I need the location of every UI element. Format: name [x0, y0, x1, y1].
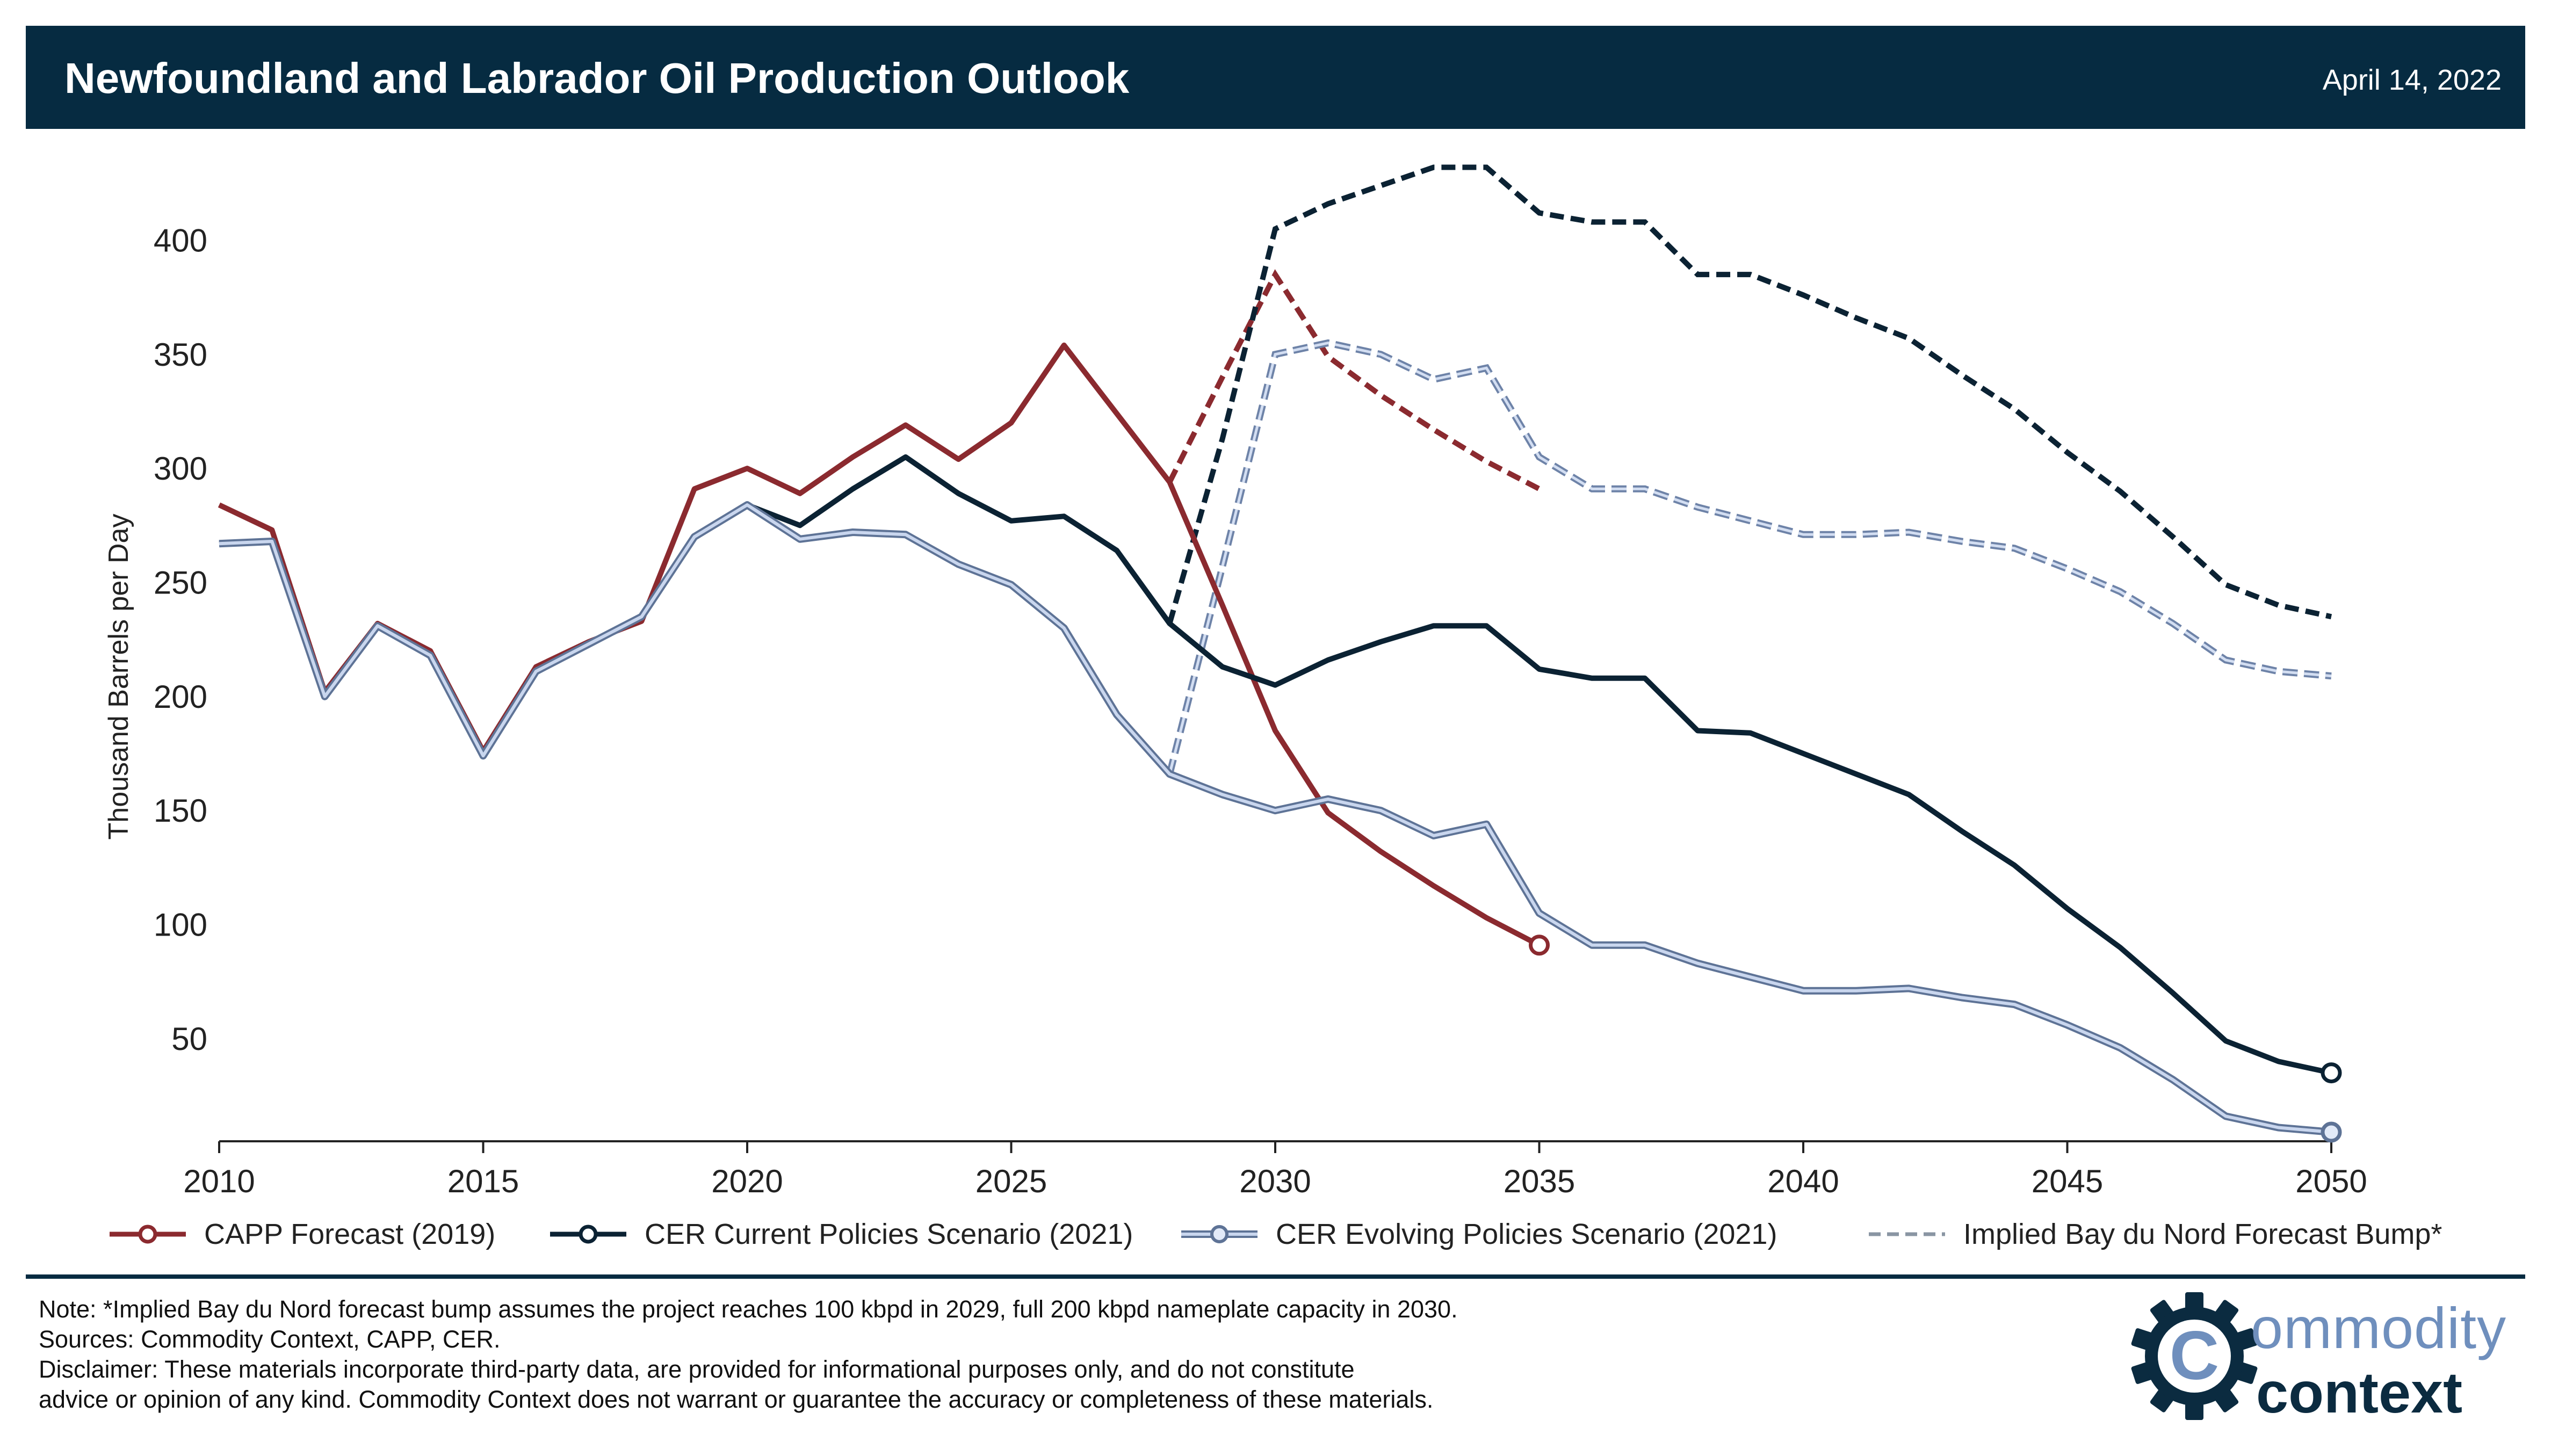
y-tick-label: 350	[154, 337, 207, 373]
legend-swatch	[1181, 1225, 1258, 1243]
x-tick-label: 2040	[1767, 1163, 1839, 1199]
y-tick-label: 100	[154, 907, 207, 943]
legend-swatch	[550, 1225, 626, 1244]
bay-du-nord-bump-lines	[1166, 164, 2332, 775]
series-end-marker-1	[2321, 1062, 2342, 1084]
bump-line-1	[1167, 164, 2332, 625]
series-lines	[218, 342, 2342, 1143]
logo-word-bottom: context	[2256, 1360, 2463, 1425]
x-tick-label: 2030	[1239, 1163, 1311, 1199]
footer-note: Note: *Implied Bay du Nord forecast bump…	[39, 1295, 1458, 1323]
legend-swatch-marker	[579, 1225, 598, 1244]
chart-header: Newfoundland and Labrador Oil Production…	[26, 26, 2525, 129]
bump-line-2-outline	[1166, 339, 2332, 775]
legend-label: Implied Bay du Nord Forecast Bump*	[1963, 1218, 2442, 1250]
gear-icon: C	[2131, 1292, 2258, 1420]
legend-item: CER Current Policies Scenario (2021)	[548, 1213, 1133, 1256]
footer-disclaimer-line-1: Disclaimer: These materials incorporate …	[39, 1356, 1355, 1383]
y-tick-label: 300	[154, 451, 207, 487]
footer-sources: Sources: Commodity Context, CAPP, CER.	[39, 1325, 501, 1353]
x-tick-label: 2045	[2032, 1163, 2103, 1199]
legend-swatch-marker	[138, 1225, 157, 1244]
bump-line-0	[1167, 269, 1541, 491]
y-tick-label: 250	[154, 564, 207, 600]
x-tick-label: 2010	[183, 1163, 255, 1199]
chart-footer: Note: *Implied Bay du Nord forecast bump…	[39, 1294, 2026, 1415]
legend-label: CER Current Policies Scenario (2021)	[645, 1218, 1133, 1250]
series-end-marker-2	[2321, 1121, 2342, 1143]
chart-date: April 14, 2022	[2322, 64, 2502, 96]
x-tick-label: 2015	[447, 1163, 519, 1199]
y-tick-label: 400	[154, 222, 207, 258]
y-tick-label: 200	[154, 679, 207, 715]
series-line-2-outline	[219, 501, 2332, 1136]
legend-label: CER Evolving Policies Scenario (2021)	[1276, 1218, 1777, 1250]
bump-line-2	[1168, 341, 2332, 774]
legend-swatch-marker	[1210, 1225, 1228, 1243]
commodity-context-logo: C ommodity context	[2122, 1284, 2509, 1439]
x-tick-label: 2050	[2295, 1163, 2367, 1199]
x-tick-label: 2025	[975, 1163, 1047, 1199]
footer-divider	[26, 1274, 2525, 1279]
y-tick-label: 50	[171, 1021, 207, 1057]
chart-axes: 2010 2015 2020 2025 2030 2035 2040 2045 2050 50 10…	[154, 222, 2367, 1199]
x-tick-label: 2020	[711, 1163, 783, 1199]
legend-label: CAPP Forecast (2019)	[204, 1218, 496, 1250]
series-end-marker-0	[1529, 935, 1550, 956]
series-line-2	[219, 503, 2332, 1134]
legend-swatch	[1869, 1232, 1945, 1236]
logo-word-top: ommodity	[2251, 1295, 2507, 1360]
chart-legend: CAPP Forecast (2019) CER Current Policies…	[107, 1213, 2498, 1256]
chart-title: Newfoundland and Labrador Oil Production…	[64, 54, 1130, 102]
y-tick-label: 150	[154, 793, 207, 829]
x-tick-label: 2035	[1504, 1163, 1575, 1199]
footer-disclaimer-line-2: advice or opinion of any kind. Commodity…	[39, 1386, 1434, 1413]
legend-swatch	[110, 1225, 186, 1244]
legend-item: CAPP Forecast (2019)	[107, 1213, 495, 1256]
y-axis-title: Thousand Barrels per Day	[103, 514, 134, 840]
legend-item: CER Evolving Policies Scenario (2021)	[1179, 1213, 1777, 1256]
legend-item: Implied Bay du Nord Forecast Bump*	[1867, 1213, 2442, 1256]
logo-mark-letter: C	[2170, 1317, 2219, 1394]
